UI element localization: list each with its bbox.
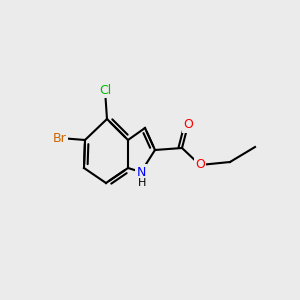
Text: N: N	[136, 166, 146, 178]
Text: N: N	[136, 166, 146, 178]
Text: Br: Br	[53, 131, 67, 145]
Text: O: O	[183, 118, 193, 131]
Text: H: H	[138, 178, 146, 188]
Text: O: O	[195, 158, 205, 172]
Text: Cl: Cl	[99, 83, 111, 97]
